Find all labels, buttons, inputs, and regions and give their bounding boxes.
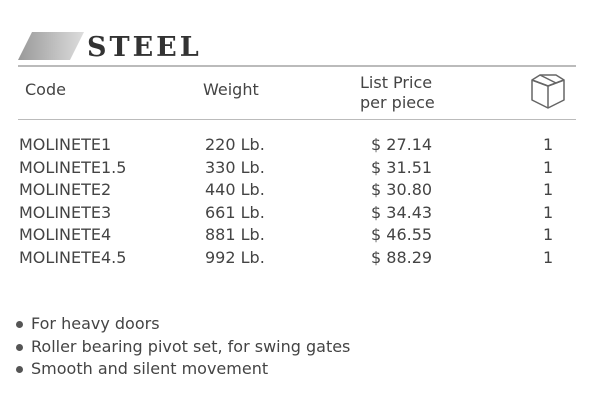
table-cell: MOLINETE1.5	[19, 157, 127, 177]
table-cell: 992 Lb.	[205, 248, 265, 267]
column-header: per piece	[360, 93, 435, 112]
feature: Roller bearing pivot set, for swing gate…	[31, 336, 351, 356]
column-header: Weight	[203, 80, 259, 99]
box-icon	[531, 74, 565, 109]
table-cell: MOLINETE4	[19, 225, 112, 245]
column-header: Code	[25, 80, 66, 99]
table-cell: 1	[543, 202, 554, 222]
feature: Smooth and silent movement	[31, 359, 269, 378]
table-cell: 220 Lb.	[205, 135, 265, 154]
table-cell: $ 30.80	[371, 180, 433, 200]
table-cell: 1	[543, 157, 554, 177]
table-cell: $ 27.14	[371, 135, 433, 154]
rule	[18, 65, 576, 67]
table-cell: 1	[543, 135, 554, 154]
table-cell: MOLINETE1	[19, 135, 112, 154]
table-cell: 1	[543, 180, 554, 200]
table-cell: $ 31.51	[371, 157, 433, 177]
table-cell: 1	[543, 225, 554, 245]
table-cell: 1	[543, 248, 554, 267]
table-cell: $ 34.43	[371, 202, 433, 222]
bullet	[16, 343, 23, 351]
table-cell: MOLINETE4.5	[19, 248, 127, 267]
title: STEEL	[87, 32, 202, 63]
feature: For heavy doors	[31, 314, 160, 333]
bullet	[16, 366, 23, 373]
table-cell: 661 Lb.	[205, 202, 265, 222]
table-cell: $ 88.29	[371, 248, 433, 267]
table-cell: MOLINETE3	[19, 202, 112, 222]
rule	[18, 119, 576, 120]
column-header: List Price	[360, 73, 433, 92]
bullet	[16, 321, 23, 328]
table-cell: 881 Lb.	[205, 225, 265, 245]
table-cell: 440 Lb.	[205, 180, 265, 200]
table-cell: $ 46.55	[371, 225, 433, 245]
table-cell: MOLINETE2	[19, 180, 112, 200]
table-cell: 330 Lb.	[205, 157, 265, 177]
header-graphic	[18, 32, 84, 60]
